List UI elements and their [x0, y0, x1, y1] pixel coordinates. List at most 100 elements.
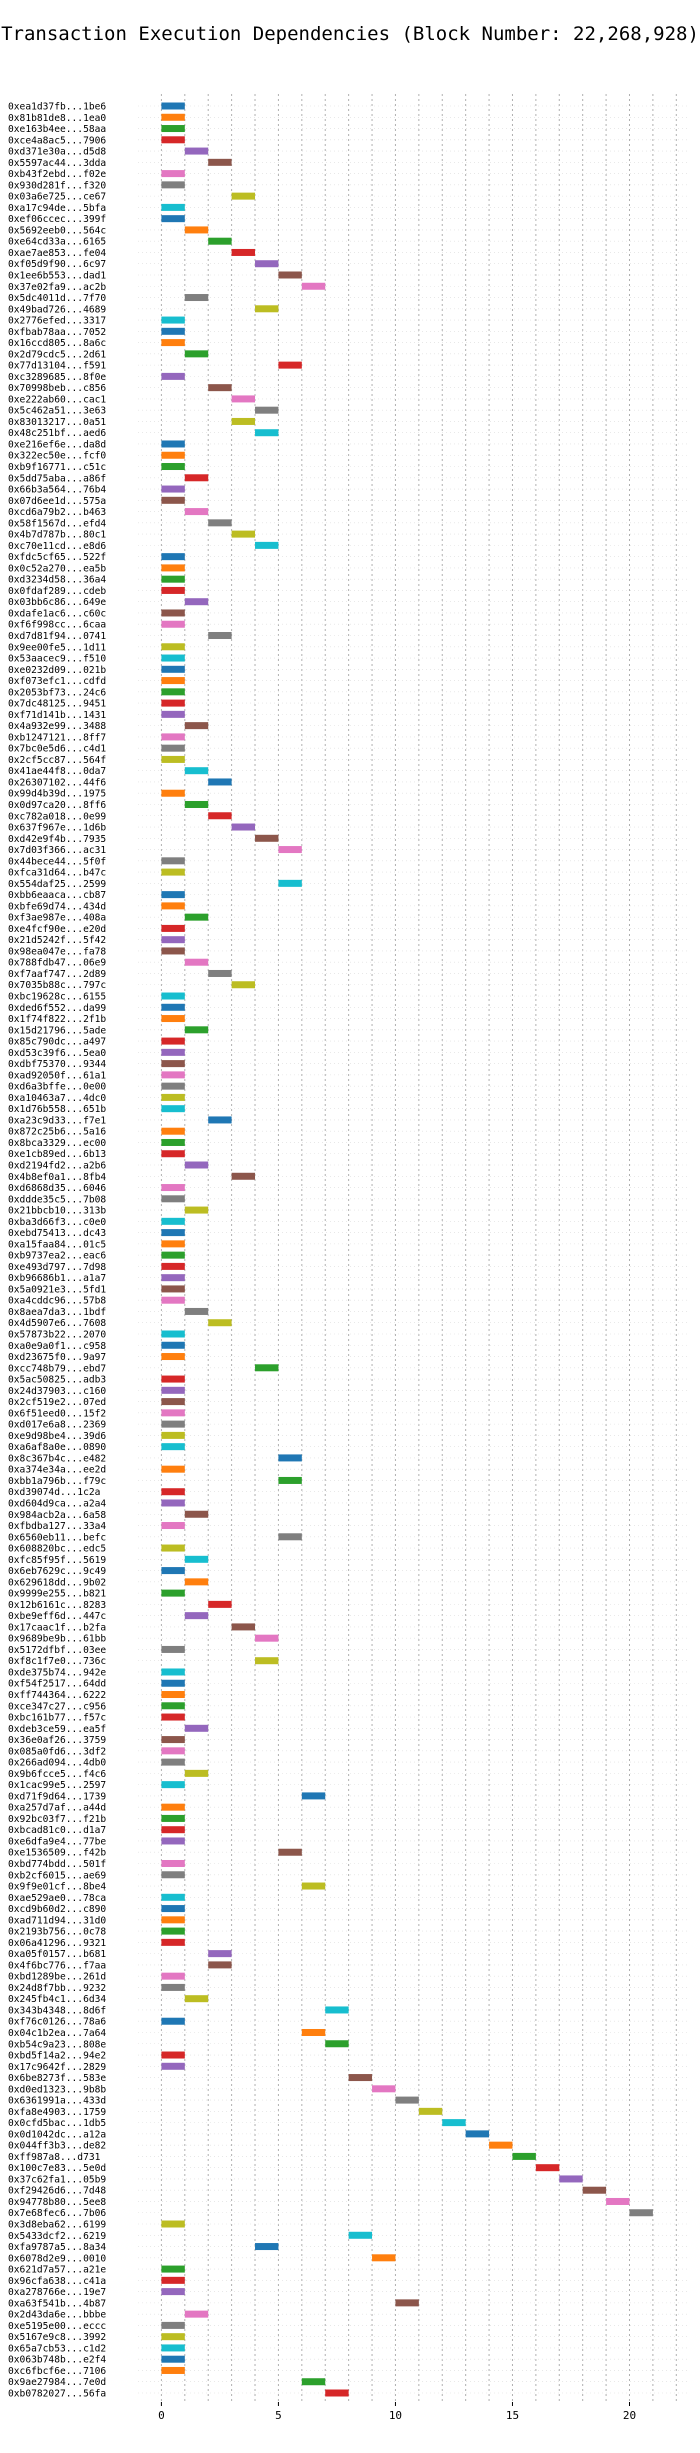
bar: [184, 722, 209, 730]
y-tick-label: 0x2d43da6e...bbbe: [8, 2310, 106, 2321]
bar: [301, 2028, 326, 2036]
y-tick-label: 0xfa8e4903...1759: [8, 2107, 106, 2118]
bar: [161, 170, 185, 178]
bar: [161, 485, 185, 493]
y-tick-label: 0x6f51eed0...15f2: [8, 1408, 106, 1419]
y-tick-label: 0x7e68fec6...7b06: [8, 2208, 106, 2219]
y-tick-label: 0x8bca3329...ec00: [8, 1138, 106, 1149]
bar: [161, 1330, 185, 1338]
y-tick-label: 0x70998beb...c856: [8, 383, 106, 394]
y-tick-label: 0x245fb4c1...6d34: [8, 1994, 106, 2005]
y-tick-label: 0x9b6fcce5...f4c6: [8, 1769, 106, 1780]
bar: [161, 451, 185, 459]
bar: [184, 508, 209, 516]
y-tick-label: 0xc70e11cd...e8d6: [8, 541, 106, 552]
bar: [208, 519, 232, 527]
y-tick-label: 0xe0232d09...021b: [8, 665, 106, 676]
x-tick-label: 10: [389, 2409, 402, 2422]
y-tick-label: 0x94778b80...5ee8: [8, 2197, 106, 2208]
bar: [372, 2085, 396, 2093]
bar: [161, 1522, 185, 1530]
bar: [161, 1037, 185, 1045]
bar: [161, 677, 185, 685]
bar: [161, 902, 185, 910]
bar: [278, 1848, 302, 1856]
bar: [161, 2276, 185, 2284]
y-tick-label: 0xd2194fd2...a2b6: [8, 1161, 106, 1172]
bar: [161, 1409, 185, 1417]
bar: [161, 936, 185, 944]
y-tick-label: 0xe216ef6e...da8d: [8, 439, 106, 450]
bar: [161, 654, 185, 662]
y-tick-label: 0x1d76b558...651b: [8, 1104, 106, 1115]
bar: [184, 913, 209, 921]
y-tick-label: 0xa05f0157...b681: [8, 1949, 106, 1960]
y-tick-label: 0x8c367b4c...e482: [8, 1453, 106, 1464]
y-tick-label: 0x03a6e725...ce67: [8, 192, 106, 203]
y-tick-label: 0x85c790dc...a497: [8, 1037, 106, 1048]
bar: [278, 361, 302, 369]
bar: [161, 1488, 185, 1496]
y-tick-label: 0x554daf25...2599: [8, 879, 106, 890]
y-tick-label: 0xbd774bdd...501f: [8, 1859, 106, 1870]
bar: [161, 1353, 185, 1361]
bar: [161, 102, 185, 110]
bar: [372, 2254, 396, 2262]
bar: [161, 1679, 185, 1687]
bar: [161, 2062, 185, 2070]
y-tick-label: 0x322ec50e...fcf0: [8, 451, 106, 462]
bar: [418, 2107, 443, 2115]
y-tick-label: 0xd6868d35...6046: [8, 1183, 106, 1194]
y-tick-label: 0xa17c94de...5bfa: [8, 203, 106, 214]
y-tick-label: 0x5ac50825...adb3: [8, 1375, 106, 1386]
bar: [161, 2344, 185, 2352]
y-tick-label: 0x7bc0e5d6...c4d1: [8, 744, 106, 755]
y-tick-label: 0x96cfa638...c41a: [8, 2276, 106, 2287]
y-tick-label: 0xe1536509...f42b: [8, 1848, 106, 1859]
bar: [184, 1578, 209, 1586]
y-tick-label: 0xe6dfa9e4...77be: [8, 1836, 106, 1847]
bar: [161, 1060, 185, 1068]
y-tick-label: 0xae529ae0...78ca: [8, 1893, 106, 1904]
y-tick-label: 0x4d5907e6...7608: [8, 1318, 106, 1329]
bar: [255, 429, 279, 437]
bar: [161, 609, 185, 617]
y-tick-label: 0xd71f9d64...1739: [8, 1791, 106, 1802]
bar: [161, 1048, 185, 1056]
bar: [184, 1769, 209, 1777]
bar: [184, 800, 209, 808]
y-tick-label: 0x9ee00fe5...1d11: [8, 642, 106, 653]
bar: [161, 1713, 185, 1721]
y-tick-label: 0x0c52a270...ea5b: [8, 563, 106, 574]
bar: [184, 1995, 209, 2003]
bar: [161, 857, 185, 865]
bar: [161, 1916, 185, 1924]
bar: [208, 1950, 232, 1958]
y-tick-label: 0x8aea7da3...1bdf: [8, 1307, 106, 1318]
y-tick-label: 0xff744364...6222: [8, 1690, 106, 1701]
y-tick-label: 0xe163b4ee...58aa: [8, 124, 106, 135]
y-tick-label: 0x4b8ef0a1...8fb4: [8, 1172, 106, 1183]
y-tick-label: 0xd7d81f94...0741: [8, 631, 106, 642]
y-tick-label: 0x17caac1f...b2fa: [8, 1622, 106, 1633]
y-tick-label: 0x9999e255...b821: [8, 1589, 106, 1600]
bar: [161, 1138, 185, 1146]
bar: [184, 2310, 209, 2318]
y-tick-label: 0x2cf5cc87...564f: [8, 755, 106, 766]
bar: [161, 215, 185, 223]
y-tick-label: 0xa6af8a0e...0890: [8, 1442, 106, 1453]
y-tick-label: 0xf29426d6...7d48: [8, 2186, 106, 2197]
bar: [184, 1724, 209, 1732]
bar: [184, 474, 209, 482]
bar: [184, 598, 209, 606]
y-tick-label: 0xb96686b1...a1a7: [8, 1273, 106, 1284]
y-tick-labels: 0xea1d37fb...1be60x81b81de8...1ea00xe163…: [8, 102, 106, 2400]
bar: [161, 564, 185, 572]
bar: [301, 1882, 326, 1890]
y-tick-label: 0xfc85f95f...5619: [8, 1555, 106, 1566]
y-tick-label: 0x98ea047e...fa78: [8, 946, 106, 957]
bar: [278, 1476, 302, 1484]
bar: [278, 879, 302, 887]
y-tick-label: 0x0fdaf289...cdeb: [8, 586, 106, 597]
y-tick-label: 0x9ae27984...7e0d: [8, 2377, 106, 2388]
